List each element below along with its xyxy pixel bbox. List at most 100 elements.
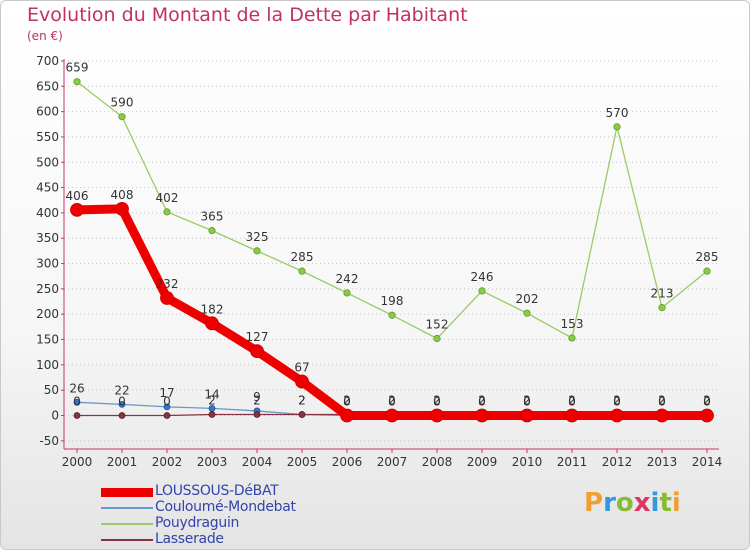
data-label: 325 — [246, 230, 269, 244]
data-label: 0 — [343, 395, 351, 409]
data-label: 17 — [159, 386, 174, 400]
data-label: 2 — [613, 393, 621, 407]
data-point-loussous-debat — [475, 408, 489, 423]
y-tick-label: 550 — [36, 130, 59, 144]
data-label: 0 — [568, 395, 576, 409]
data-label: 0 — [658, 395, 666, 409]
data-point-lasserade — [118, 412, 126, 419]
data-label: 0 — [523, 395, 531, 409]
data-label: 2 — [568, 393, 576, 407]
x-tick-label: 2006 — [332, 455, 363, 469]
y-tick-label: 400 — [36, 206, 59, 220]
y-tick-label: 100 — [36, 358, 59, 372]
data-label: 0 — [433, 395, 441, 409]
data-point-loussous-debat — [610, 408, 624, 423]
data-label: 590 — [111, 96, 134, 110]
legend-label-couloume-mondebat: Couloumé-Mondebat — [155, 499, 296, 515]
data-point-loussous-debat — [160, 291, 174, 305]
y-tick-label: 200 — [36, 307, 59, 321]
data-point-pouydraguin — [433, 334, 441, 343]
chart-title: Evolution du Montant de la Dette par Hab… — [27, 4, 468, 26]
data-label: 570 — [606, 106, 629, 120]
y-tick-label: 50 — [44, 383, 59, 397]
data-point-pouydraguin — [703, 267, 711, 275]
data-point-pouydraguin — [73, 78, 81, 86]
data-point-couloume-mondebat — [73, 398, 81, 406]
data-label: 0 — [388, 395, 396, 409]
data-point-loussous-debat — [70, 202, 84, 217]
legend-swatch-couloume-mondebat — [101, 507, 153, 509]
y-tick-label: 150 — [36, 333, 59, 347]
data-label: 0 — [73, 395, 81, 409]
legend-swatch-loussous-debat — [101, 488, 153, 497]
data-label: 408 — [111, 188, 134, 202]
data-label: 0 — [703, 395, 711, 409]
data-point-loussous-debat — [385, 408, 399, 423]
proxiti-logo: Proxiti — [584, 488, 681, 518]
data-point-loussous-debat — [520, 408, 534, 423]
data-point-loussous-debat — [655, 408, 669, 423]
x-tick-label: 2002 — [152, 455, 183, 469]
data-label: 0 — [478, 395, 486, 409]
data-point-lasserade — [163, 412, 171, 419]
data-label: 2 — [343, 393, 351, 407]
data-point-loussous-debat — [115, 201, 129, 216]
data-label: 202 — [516, 292, 539, 306]
x-tick-label: 2007 — [377, 455, 408, 469]
data-label: 402 — [156, 191, 179, 205]
data-point-lasserade — [208, 411, 216, 418]
data-label: 0 — [163, 395, 171, 409]
x-tick-label: 2011 — [557, 455, 588, 469]
legend-label-lasserade: Lasserade — [155, 531, 224, 547]
brand-letter: x — [633, 488, 651, 518]
data-label: 0 — [388, 395, 396, 409]
x-tick-label: 2005 — [287, 455, 318, 469]
data-label: 0 — [118, 395, 126, 409]
x-tick-label: 2010 — [512, 455, 543, 469]
data-point-lasserade — [73, 412, 81, 419]
data-point-pouydraguin — [478, 287, 486, 295]
x-tick-label: 2014 — [692, 455, 723, 469]
brand-letter: o — [615, 488, 634, 518]
data-point-loussous-debat — [250, 344, 264, 359]
data-label: 213 — [651, 287, 674, 301]
data-label: 232 — [156, 277, 179, 291]
data-label: 0 — [568, 395, 576, 409]
data-point-loussous-debat — [205, 316, 219, 331]
data-point-pouydraguin — [343, 289, 351, 297]
x-tick-label: 2000 — [62, 455, 93, 469]
data-point-pouydraguin — [298, 267, 306, 275]
data-label: 127 — [246, 330, 269, 344]
data-point-loussous-debat — [700, 408, 714, 423]
data-label: 2 — [388, 393, 396, 407]
x-tick-label: 2008 — [422, 455, 453, 469]
data-label: 153 — [561, 317, 584, 331]
data-label: 22 — [114, 383, 129, 397]
legend-swatch-lasserade — [101, 539, 153, 541]
data-label: 2 — [523, 393, 531, 407]
data-point-loussous-debat — [565, 408, 579, 423]
brand-letter: t — [659, 488, 672, 518]
y-tick-label: -50 — [39, 434, 59, 448]
data-label: 365 — [201, 210, 224, 224]
data-label: 0 — [523, 395, 531, 409]
y-tick-label: 300 — [36, 257, 59, 271]
data-point-loussous-debat — [295, 374, 309, 389]
x-tick-label: 2012 — [602, 455, 633, 469]
legend-label-pouydraguin: Pouydraguin — [155, 515, 240, 531]
data-label: 246 — [471, 270, 494, 284]
data-label: 0 — [478, 395, 486, 409]
y-tick-label: 250 — [36, 282, 59, 296]
x-tick-label: 2001 — [107, 455, 138, 469]
data-label: 198 — [381, 294, 404, 308]
brand-letter: P — [584, 488, 604, 518]
data-label: 152 — [426, 318, 449, 332]
data-label: 182 — [201, 302, 224, 316]
data-label: 242 — [336, 272, 359, 286]
data-point-pouydraguin — [253, 247, 261, 255]
legend-swatch-pouydraguin — [101, 523, 153, 525]
data-label: 0 — [433, 395, 441, 409]
data-label: 285 — [291, 250, 314, 264]
data-point-lasserade — [298, 411, 306, 418]
